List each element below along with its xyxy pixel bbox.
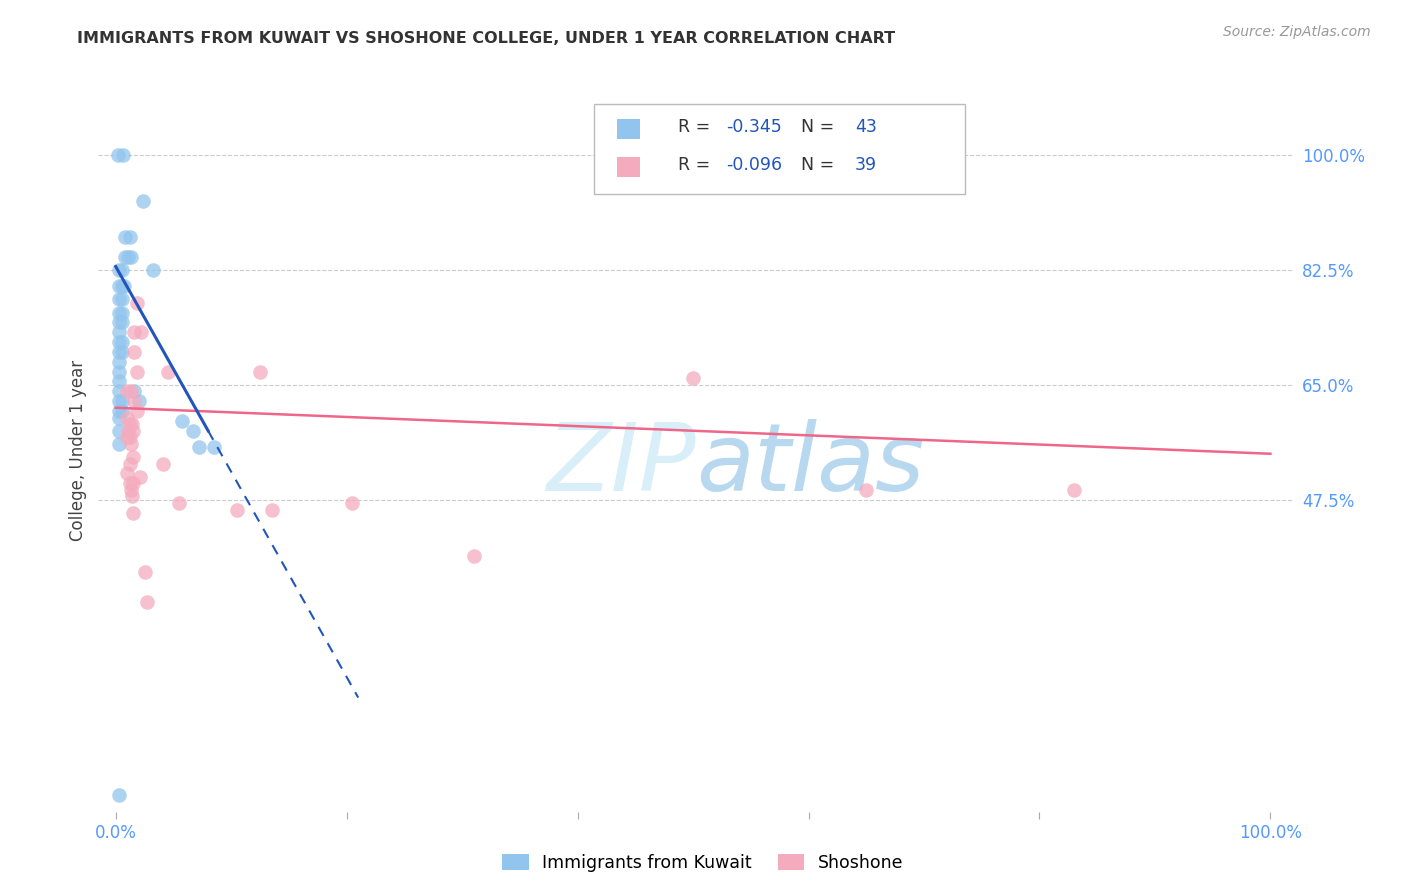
Point <box>122 506 145 520</box>
Text: R =: R = <box>678 156 716 174</box>
Text: atlas: atlas <box>696 419 924 510</box>
Text: IMMIGRANTS FROM KUWAIT VS SHOSHONE COLLEGE, UNDER 1 YEAR CORRELATION CHART: IMMIGRANTS FROM KUWAIT VS SHOSHONE COLLE… <box>77 31 896 46</box>
Point <box>118 230 141 244</box>
Text: -0.345: -0.345 <box>725 119 782 136</box>
Point <box>122 424 145 438</box>
Point <box>108 335 131 350</box>
Point <box>249 365 271 379</box>
Point <box>108 355 131 369</box>
Point <box>110 394 132 409</box>
Point <box>108 279 131 293</box>
Point <box>120 384 142 399</box>
Point <box>118 457 141 471</box>
Text: N =: N = <box>801 119 839 136</box>
Point <box>682 371 704 385</box>
Point <box>114 250 136 264</box>
Point <box>110 305 132 319</box>
Point <box>120 250 142 264</box>
Point <box>156 365 179 379</box>
Point <box>108 305 131 319</box>
Point <box>108 263 131 277</box>
Point <box>110 335 132 350</box>
Point <box>110 404 132 418</box>
Point <box>132 194 155 208</box>
Point <box>342 496 364 510</box>
Point <box>108 325 131 339</box>
Point <box>108 375 131 389</box>
Point <box>112 279 135 293</box>
Point <box>1063 483 1085 497</box>
Point <box>117 424 139 438</box>
Point <box>152 457 174 471</box>
Text: N =: N = <box>801 156 839 174</box>
Point <box>110 345 132 359</box>
Point <box>121 417 143 432</box>
Point <box>135 594 157 608</box>
Point <box>125 365 148 379</box>
Point <box>117 467 139 481</box>
Point <box>167 496 190 510</box>
FancyBboxPatch shape <box>617 120 640 139</box>
Point <box>114 230 136 244</box>
Text: R =: R = <box>678 119 716 136</box>
Point <box>226 502 249 516</box>
Point <box>122 345 145 359</box>
FancyBboxPatch shape <box>617 157 640 177</box>
Point <box>129 469 152 483</box>
Point <box>120 437 142 451</box>
Point <box>108 789 131 803</box>
Point <box>108 410 131 425</box>
Point <box>117 430 139 444</box>
Point <box>122 476 145 491</box>
Point <box>170 414 193 428</box>
Point <box>108 315 131 329</box>
Point <box>187 440 209 454</box>
Point <box>108 384 131 399</box>
Point <box>108 394 131 409</box>
Point <box>110 315 132 329</box>
Point <box>117 250 139 264</box>
Point <box>118 417 141 432</box>
Point <box>122 450 145 464</box>
Point <box>142 263 165 277</box>
Point <box>117 384 139 399</box>
Point <box>120 483 142 497</box>
Point <box>117 410 139 425</box>
Point <box>107 148 129 162</box>
FancyBboxPatch shape <box>595 103 965 194</box>
Point <box>134 565 156 579</box>
Point <box>202 440 225 454</box>
Point <box>110 293 132 307</box>
Legend: Immigrants from Kuwait, Shoshone: Immigrants from Kuwait, Shoshone <box>495 847 911 879</box>
Point <box>125 295 148 310</box>
Point <box>122 384 145 399</box>
Point <box>110 263 132 277</box>
Text: 39: 39 <box>855 156 877 174</box>
Point <box>260 502 283 516</box>
Point <box>111 148 134 162</box>
Point <box>108 293 131 307</box>
Point <box>118 430 141 444</box>
Point <box>125 404 148 418</box>
Point <box>108 404 131 418</box>
Point <box>181 424 204 438</box>
Point <box>129 325 152 339</box>
Point <box>110 279 132 293</box>
Text: 43: 43 <box>855 119 877 136</box>
Point <box>118 476 141 491</box>
Text: ZIP: ZIP <box>547 419 696 510</box>
Text: -0.096: -0.096 <box>725 156 782 174</box>
Point <box>108 365 131 379</box>
Point <box>108 437 131 451</box>
Point <box>122 394 145 409</box>
Point <box>463 549 485 563</box>
Text: Source: ZipAtlas.com: Source: ZipAtlas.com <box>1223 25 1371 39</box>
Point <box>121 490 143 504</box>
Point <box>855 483 877 497</box>
Point <box>108 345 131 359</box>
Point <box>128 394 150 409</box>
Y-axis label: College, Under 1 year: College, Under 1 year <box>69 359 87 541</box>
Point <box>108 424 131 438</box>
Point <box>122 325 145 339</box>
